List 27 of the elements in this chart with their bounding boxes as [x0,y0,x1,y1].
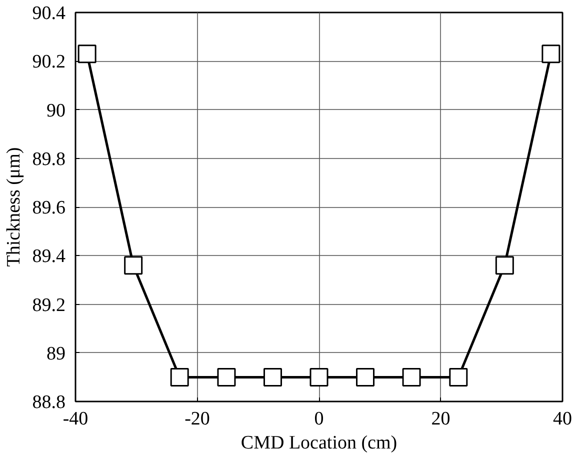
y-tick-label: 88.8 [32,392,66,413]
point [170,368,189,386]
x-tick-label: 20 [431,408,450,430]
x-tick-label: 0 [314,408,324,430]
point [449,368,468,386]
y-tick-label: 89.2 [32,294,66,316]
x-tick-label: -20 [184,408,210,430]
y-tick-label: 90.2 [32,52,66,73]
point [263,368,282,386]
x-tick-label: 40 [553,408,572,430]
point [217,368,236,386]
point [356,368,375,386]
point [310,368,328,386]
y-tick-label: 90.4 [32,3,66,24]
y-tick-label: 89 [46,343,66,364]
y-tick-label: 89.4 [32,246,66,268]
point [124,256,143,275]
y-tick-label: 89.8 [32,148,66,170]
point [495,256,514,275]
x-axis-title: CMD Location (cm) [240,432,398,454]
y-axis-title: Thickness (μm) [3,147,24,267]
x-tick-label: -40 [62,408,88,430]
point [542,44,560,64]
point [402,368,421,386]
point [78,44,96,64]
y-tick-label: 90 [46,100,66,122]
y-tick-label: 89.6 [32,198,66,218]
